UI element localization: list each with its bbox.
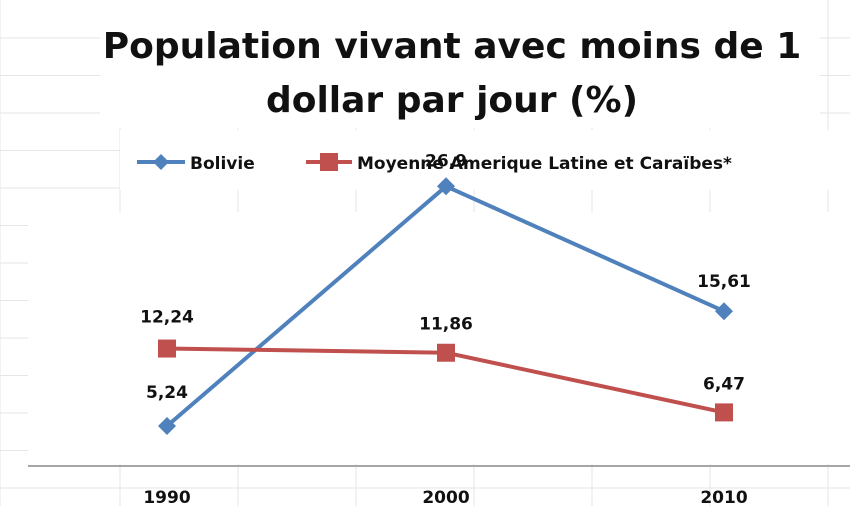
data-label: 12,24 <box>140 308 194 328</box>
x-tick-label: 2010 <box>700 488 747 506</box>
legend-marker-diamond <box>153 154 169 170</box>
data-label: 26,9 <box>425 151 467 171</box>
legend-label-bolivie: Bolivie <box>190 154 255 174</box>
data-label: 11,86 <box>419 315 473 335</box>
data-label: 15,61 <box>697 272 751 292</box>
chart-title-line-2: dollar par jour (%) <box>266 80 638 121</box>
data-point-diamond <box>158 417 176 436</box>
legend: Bolivie Moyenne Amerique Latine et Caraï… <box>137 153 732 174</box>
data-point-diamond <box>715 302 733 321</box>
plot-area <box>28 212 850 464</box>
x-tick-label: 2000 <box>422 488 469 506</box>
legend-marker-square <box>320 153 338 171</box>
legend-item-bolivie: Bolivie <box>137 154 255 174</box>
legend-background <box>120 130 850 190</box>
x-tick-labels: 1990 2000 2010 <box>143 488 747 508</box>
data-point-diamond <box>437 177 455 196</box>
data-point-square <box>715 403 733 422</box>
data-label: 5,24 <box>146 383 188 403</box>
title-background <box>100 0 820 128</box>
data-point-square <box>158 339 176 358</box>
legend-label-moyenne: Moyenne Amerique Latine et Caraïbes* <box>357 154 732 174</box>
data-label: 6,47 <box>703 374 745 394</box>
series-layer: 5,24 26,9 15,61 12,24 11,86 6,47 <box>140 151 751 436</box>
legend-item-moyenne: Moyenne Amerique Latine et Caraïbes* <box>306 153 732 174</box>
chart-title-line-1: Population vivant avec moins de 1 <box>103 26 802 67</box>
x-tick-label: 1990 <box>143 488 190 506</box>
data-point-square <box>437 343 455 362</box>
